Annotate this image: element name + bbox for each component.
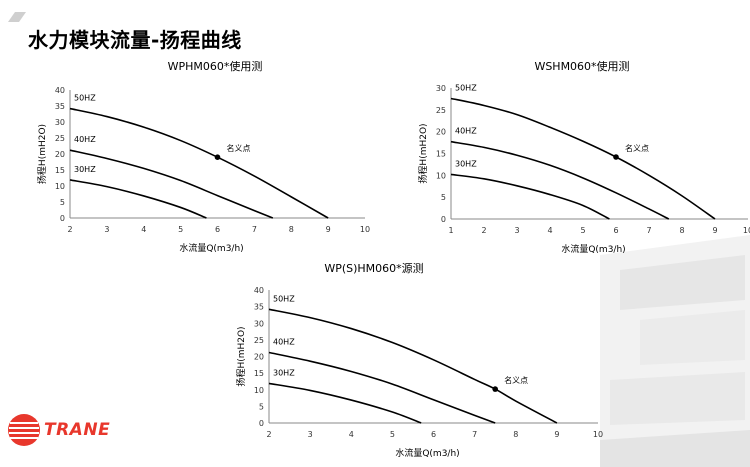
chart-title: WPHM060*使用测 bbox=[168, 60, 263, 73]
y-tick-label: 35 bbox=[254, 303, 264, 312]
y-tick-label: 40 bbox=[55, 86, 65, 95]
x-tick-label: 7 bbox=[472, 430, 477, 439]
x-tick-label: 8 bbox=[289, 225, 294, 234]
y-axis-label: 扬程H(mH2O) bbox=[235, 326, 247, 386]
y-tick-label: 10 bbox=[436, 171, 446, 180]
series-label-50hz: 50HZ bbox=[455, 83, 477, 92]
y-tick-label: 35 bbox=[55, 102, 65, 111]
x-axis-label: 水流量Q(m3/h) bbox=[179, 242, 243, 254]
x-tick-label: 10 bbox=[593, 430, 603, 439]
y-tick-label: 5 bbox=[259, 402, 264, 411]
x-tick-label: 10 bbox=[743, 226, 750, 235]
x-tick-label: 8 bbox=[679, 226, 684, 235]
chart-wshm060: WSHM060*使用测 1 2 3 4 5 6 7 8 9 10 0 5 10 15 20 25 30 水流量Q(m… bbox=[417, 60, 750, 255]
x-tick-label: 3 bbox=[308, 430, 313, 439]
y-tick-label: 30 bbox=[436, 84, 446, 93]
y-tick-label: 25 bbox=[55, 134, 65, 143]
series-line-40hz bbox=[69, 149, 274, 219]
chart-title: WSHM060*使用测 bbox=[534, 60, 629, 73]
x-tick-label: 7 bbox=[252, 225, 257, 234]
x-tick-label: 6 bbox=[215, 225, 220, 234]
series-line-50hz bbox=[450, 97, 716, 220]
x-tick-label: 9 bbox=[326, 225, 331, 234]
series-label-30hz: 30HZ bbox=[74, 165, 96, 174]
x-tick-label: 9 bbox=[554, 430, 559, 439]
x-tick-label: 5 bbox=[178, 225, 183, 234]
y-tick-label: 25 bbox=[436, 106, 446, 115]
y-tick-label: 15 bbox=[55, 166, 65, 175]
x-tick-label: 2 bbox=[67, 225, 72, 234]
series-line-50hz bbox=[268, 308, 558, 424]
x-tick-label: 1 bbox=[448, 226, 453, 235]
nominal-point-marker bbox=[613, 154, 619, 160]
y-tick-label: 20 bbox=[254, 353, 264, 362]
nominal-point-marker bbox=[214, 154, 221, 160]
x-tick-label: 5 bbox=[390, 430, 395, 439]
series-label-50hz: 50HZ bbox=[74, 94, 96, 103]
x-tick-label: 2 bbox=[481, 226, 486, 235]
y-tick-label: 0 bbox=[60, 214, 65, 223]
y-tick-label: 5 bbox=[60, 198, 65, 207]
y-tick-label: 20 bbox=[436, 128, 446, 137]
series-line-30hz bbox=[268, 382, 422, 424]
series-label-30hz: 30HZ bbox=[273, 368, 295, 377]
y-tick-label: 15 bbox=[254, 369, 264, 378]
y-tick-label: 10 bbox=[55, 182, 65, 191]
nominal-point-label: 名义点 bbox=[625, 143, 649, 153]
x-tick-label: 4 bbox=[547, 226, 552, 235]
x-tick-label: 7 bbox=[646, 226, 651, 235]
title-accent-icon bbox=[8, 12, 26, 22]
x-axis-label: 水流量Q(m3/h) bbox=[561, 243, 625, 255]
y-tick-label: 10 bbox=[254, 386, 264, 395]
trane-logo: TRANE bbox=[6, 410, 116, 455]
nominal-point-label: 名义点 bbox=[504, 375, 528, 385]
x-tick-label: 3 bbox=[104, 225, 109, 234]
series-label-30hz: 30HZ bbox=[455, 159, 477, 168]
y-tick-label: 40 bbox=[254, 286, 264, 295]
x-tick-label: 10 bbox=[360, 225, 370, 234]
y-tick-label: 30 bbox=[55, 118, 65, 127]
series-line-30hz bbox=[450, 173, 610, 220]
x-tick-label: 8 bbox=[513, 430, 518, 439]
series-label-40hz: 40HZ bbox=[455, 127, 477, 136]
page-title: 水力模块流量-扬程曲线 bbox=[28, 28, 242, 52]
trane-logo-icon bbox=[8, 414, 40, 446]
y-tick-label: 15 bbox=[436, 150, 446, 159]
y-tick-label: 25 bbox=[254, 336, 264, 345]
nominal-point-marker bbox=[492, 386, 498, 392]
x-tick-label: 5 bbox=[580, 226, 585, 235]
series-line-50hz bbox=[69, 107, 329, 219]
nominal-point-label: 名义点 bbox=[227, 143, 251, 153]
x-tick-label: 4 bbox=[141, 225, 146, 234]
x-tick-label: 2 bbox=[266, 430, 271, 439]
y-axis-label: 扬程H(mH2O) bbox=[36, 124, 48, 184]
y-tick-label: 0 bbox=[441, 215, 446, 224]
logo-text: TRANE bbox=[44, 420, 111, 440]
series-line-40hz bbox=[268, 351, 496, 424]
x-tick-label: 4 bbox=[349, 430, 354, 439]
chart-wphm060: WPHM060*使用测 2 3 4 5 6 7 8 9 10 0 5 10 15 20 25 30 35 40 水流量… bbox=[36, 60, 370, 254]
series-label-40hz: 40HZ bbox=[273, 338, 295, 347]
y-tick-label: 30 bbox=[254, 319, 264, 328]
x-axis-label: 水流量Q(m3/h) bbox=[395, 447, 459, 459]
chart-wpshm060: WP(S)HM060*源测 2 3 4 5 6 7 8 9 10 0 5 10 15 20 25 30 35 40 水… bbox=[235, 261, 603, 459]
series-label-40hz: 40HZ bbox=[74, 135, 96, 144]
x-tick-label: 9 bbox=[712, 226, 717, 235]
y-tick-label: 5 bbox=[441, 193, 446, 202]
series-line-40hz bbox=[450, 140, 670, 220]
series-label-50hz: 50HZ bbox=[273, 294, 295, 303]
y-tick-label: 20 bbox=[55, 150, 65, 159]
series-line-30hz bbox=[69, 179, 207, 219]
x-tick-label: 6 bbox=[431, 430, 436, 439]
chart-title: WP(S)HM060*源测 bbox=[324, 261, 423, 275]
y-axis-label: 扬程H(mH2O) bbox=[417, 123, 429, 183]
y-tick-label: 0 bbox=[259, 419, 264, 428]
x-tick-label: 3 bbox=[514, 226, 519, 235]
x-tick-label: 6 bbox=[613, 226, 618, 235]
